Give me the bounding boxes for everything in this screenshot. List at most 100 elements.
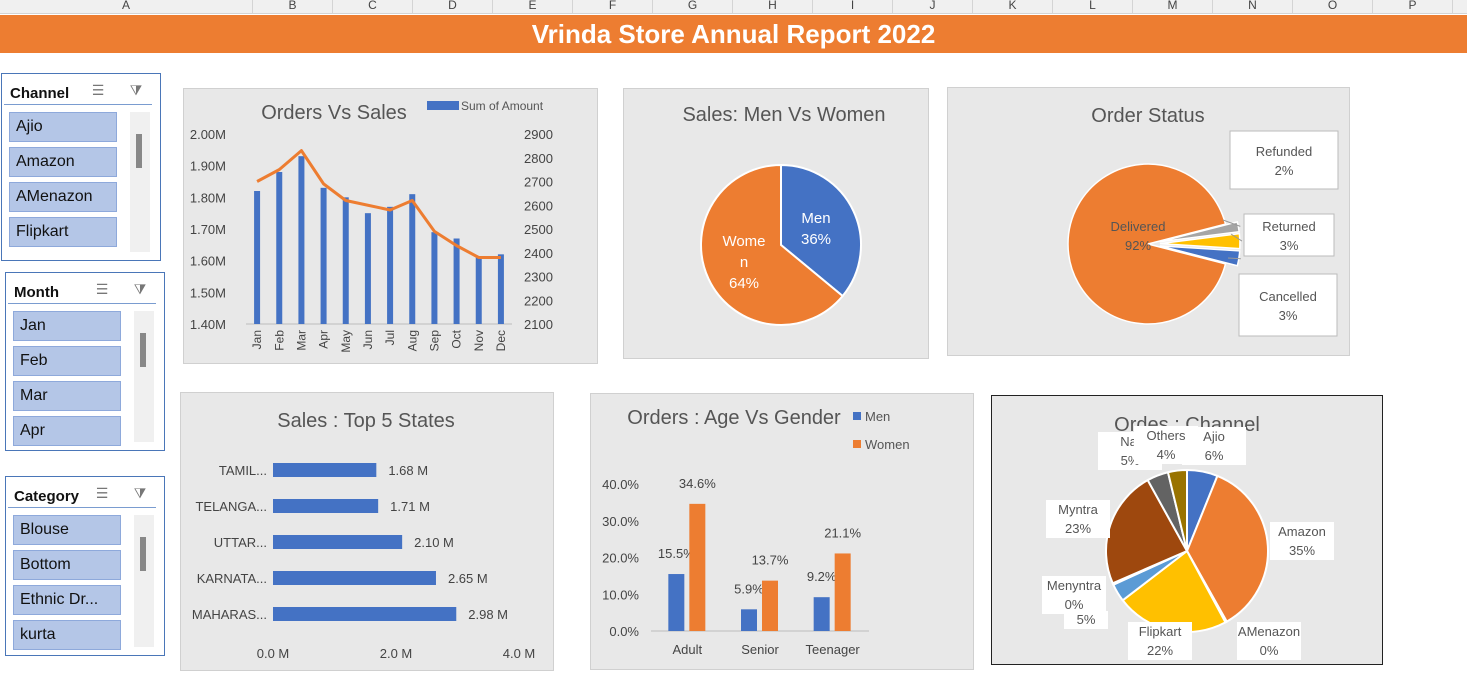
column-header-p[interactable]: P xyxy=(1373,0,1453,14)
orders-vs-sales-chart[interactable]: Orders Vs Sales Sum of Amount 2.00M 1.90M 1.… xyxy=(183,88,598,364)
y-tick-label: 1.40M xyxy=(190,317,226,332)
value-label: 2.10 M xyxy=(414,535,454,550)
column-header-n[interactable]: N xyxy=(1213,0,1293,14)
column-header-e[interactable]: E xyxy=(493,0,573,14)
column-header-j[interactable]: J xyxy=(893,0,973,14)
bar-jul[interactable] xyxy=(387,206,394,324)
column-header-c[interactable]: C xyxy=(333,0,413,14)
bar-aug[interactable] xyxy=(409,194,416,324)
column-header-m[interactable]: M xyxy=(1133,0,1213,14)
sales-gender-chart[interactable]: Sales: Men Vs Women Men 36% Wome n 64% xyxy=(623,88,929,359)
bar-teenager-men[interactable] xyxy=(813,597,830,631)
slice-others[interactable] xyxy=(1166,468,1188,552)
bar-maharas[interactable] xyxy=(273,607,457,621)
bar-telanga[interactable] xyxy=(273,499,379,513)
column-header-o[interactable]: O xyxy=(1293,0,1373,14)
clear-filter-icon[interactable]: ⧩ xyxy=(129,82,143,98)
slicer-item-feb[interactable]: Feb xyxy=(13,346,121,376)
callout-box xyxy=(1229,130,1339,190)
bar-adult-women[interactable] xyxy=(689,503,706,631)
slice-label: Amazon xyxy=(1278,524,1326,539)
slicer-item-flipkart[interactable]: Flipkart xyxy=(9,217,117,247)
slicer-scrollbar-thumb[interactable] xyxy=(140,333,146,367)
orders-channel-chart[interactable]: Ordes : Channel Ajio 6% Amazon 35% AMenazon 0%… xyxy=(991,395,1383,665)
slicer-scrollbar-thumb[interactable] xyxy=(140,537,146,571)
slicer-scrollbar[interactable] xyxy=(134,515,154,647)
column-header-a[interactable]: A xyxy=(0,0,253,14)
column-header-f[interactable]: F xyxy=(573,0,653,14)
value-label: 1.68 M xyxy=(388,463,428,478)
column-header-h[interactable]: H xyxy=(733,0,813,14)
slicer-item-blouse[interactable]: Blouse xyxy=(13,515,121,545)
y2-tick-label: 2600 xyxy=(524,198,553,213)
bar-uttar[interactable] xyxy=(273,535,403,549)
bar-dec[interactable] xyxy=(497,254,504,324)
orders-line[interactable] xyxy=(256,149,501,259)
slice-men[interactable] xyxy=(780,163,862,298)
data-label: 5.9% xyxy=(734,581,764,596)
age-gender-chart[interactable]: Orders : Age Vs Gender Men Women 40.0% 30.0%… xyxy=(590,393,974,670)
slice-refunded[interactable] xyxy=(1159,220,1240,243)
slicer-item-amazon[interactable]: Amazon xyxy=(9,147,117,177)
slice-wome-n[interactable] xyxy=(700,163,845,326)
slice-label: Menyntra xyxy=(1047,578,1102,593)
bar-teenager-women[interactable] xyxy=(834,553,851,631)
bar-adult-men[interactable] xyxy=(668,574,685,631)
slice-returned[interactable] xyxy=(1159,232,1241,250)
x-tick-label: Jul xyxy=(383,330,397,345)
slicer-item-ajio[interactable]: Ajio xyxy=(9,112,117,142)
slicer-item-jan[interactable]: Jan xyxy=(13,311,121,341)
callout-box xyxy=(1243,213,1335,257)
slicer-item-mar[interactable]: Mar xyxy=(13,381,121,411)
bar-nov[interactable] xyxy=(475,257,482,325)
column-header-d[interactable]: D xyxy=(413,0,493,14)
multi-select-icon[interactable]: ☰ xyxy=(95,485,109,501)
column-header-l[interactable]: L xyxy=(1053,0,1133,14)
bar-senior-women[interactable] xyxy=(762,580,778,631)
bar-sep[interactable] xyxy=(431,232,438,324)
y-tick-label: 1.80M xyxy=(190,190,226,205)
clear-filter-icon[interactable]: ⧩ xyxy=(133,485,147,501)
column-header-k[interactable]: K xyxy=(973,0,1053,14)
value-label: 2.98 M xyxy=(468,607,508,622)
order-status-chart[interactable]: Order Status Delivered 92% Refunded 2% Return… xyxy=(947,87,1350,356)
column-header-i[interactable]: I xyxy=(813,0,893,14)
slicer-item-amenazon[interactable]: AMenazon xyxy=(9,182,117,212)
slicer-scrollbar[interactable] xyxy=(130,112,150,252)
slicer-scrollbar[interactable] xyxy=(134,311,154,442)
label-box xyxy=(1237,622,1301,660)
y2-tick-label: 2900 xyxy=(524,127,553,142)
slicer-item-ethnic-dr[interactable]: Ethnic Dr... xyxy=(13,585,121,615)
age-gender-plot: Orders : Age Vs Gender Men Women 40.0% 30.0%… xyxy=(602,407,909,657)
column-header-g[interactable]: G xyxy=(653,0,733,14)
multi-select-icon[interactable]: ☰ xyxy=(95,281,109,297)
legend-swatch xyxy=(427,101,459,110)
bar-apr[interactable] xyxy=(320,187,327,324)
x-tick-label: Senior xyxy=(741,642,779,657)
column-header-b[interactable]: B xyxy=(253,0,333,14)
bar-may[interactable] xyxy=(342,197,349,324)
slicer-item-bottom[interactable]: Bottom xyxy=(13,550,121,580)
slice-pct: 5% xyxy=(1077,612,1096,627)
top-states-chart[interactable]: Sales : Top 5 States TAMIL... 1.68 M TELANG… xyxy=(180,392,554,671)
y2-tick-label: 2200 xyxy=(524,293,553,308)
bar-oct[interactable] xyxy=(453,238,460,325)
y-tick-label: 1.70M xyxy=(190,222,226,237)
bar-senior-men[interactable] xyxy=(741,609,757,631)
slicer-item-kurta[interactable]: kurta xyxy=(13,620,121,650)
bar-jan[interactable] xyxy=(254,191,261,324)
label-box xyxy=(1134,426,1198,464)
slicer-item-apr[interactable]: Apr xyxy=(13,416,121,446)
slice-delivered[interactable] xyxy=(1067,163,1227,325)
slicer-scrollbar-thumb[interactable] xyxy=(136,134,142,168)
bar-karnata[interactable] xyxy=(273,571,436,585)
data-label: 15.5% xyxy=(658,546,695,561)
bar-mar[interactable] xyxy=(298,156,305,324)
slice-myntra[interactable] xyxy=(1105,478,1189,585)
bar-tamil[interactable] xyxy=(273,463,377,477)
clear-filter-icon[interactable]: ⧩ xyxy=(133,281,147,297)
bar-feb[interactable] xyxy=(276,172,283,324)
multi-select-icon[interactable]: ☰ xyxy=(91,82,105,98)
bar-jun[interactable] xyxy=(364,213,371,324)
